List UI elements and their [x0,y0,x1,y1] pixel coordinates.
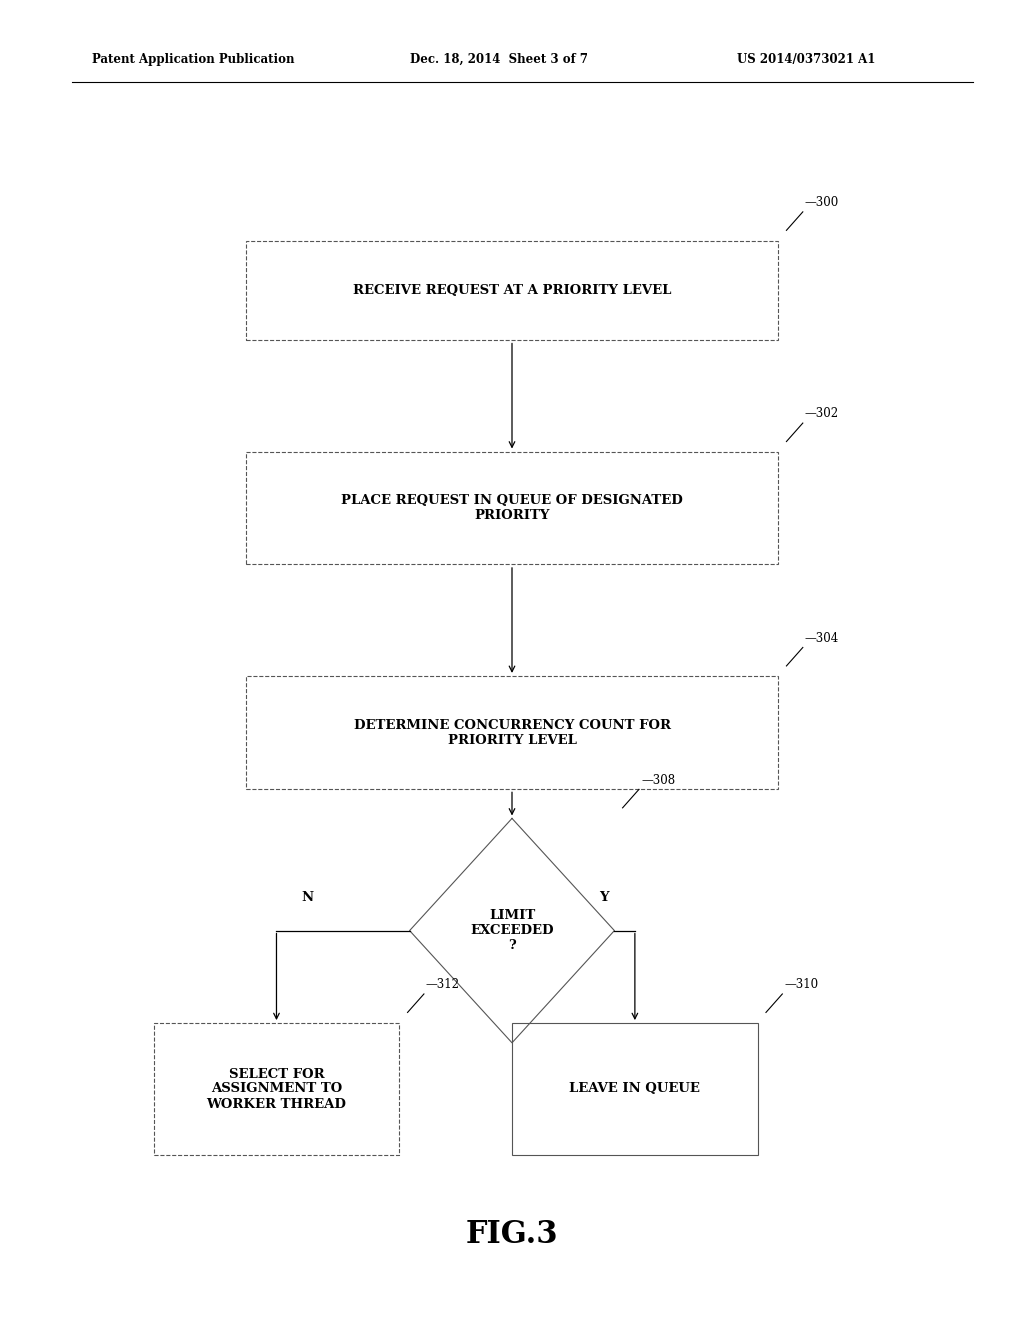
Text: LEAVE IN QUEUE: LEAVE IN QUEUE [569,1082,700,1096]
Bar [154,1023,399,1155]
Bar [246,676,778,788]
Text: —310: —310 [784,978,818,991]
Text: N: N [301,891,313,904]
Text: —300: —300 [805,197,839,209]
Bar [512,1023,758,1155]
Text: SELECT FOR
ASSIGNMENT TO
WORKER THREAD: SELECT FOR ASSIGNMENT TO WORKER THREAD [207,1068,346,1110]
Text: PLACE REQUEST IN QUEUE OF DESIGNATED
PRIORITY: PLACE REQUEST IN QUEUE OF DESIGNATED PRI… [341,494,683,523]
Text: —304: —304 [805,632,839,645]
Text: RECEIVE REQUEST AT A PRIORITY LEVEL: RECEIVE REQUEST AT A PRIORITY LEVEL [353,284,671,297]
Text: Patent Application Publication: Patent Application Publication [92,53,295,66]
Text: DETERMINE CONCURRENCY COUNT FOR
PRIORITY LEVEL: DETERMINE CONCURRENCY COUNT FOR PRIORITY… [353,718,671,747]
Text: —312: —312 [426,978,460,991]
Text: —302: —302 [805,408,839,420]
Text: FIG.3: FIG.3 [466,1218,558,1250]
Bar [246,242,778,339]
Bar [246,451,778,565]
Text: Y: Y [599,891,609,904]
Text: Dec. 18, 2014  Sheet 3 of 7: Dec. 18, 2014 Sheet 3 of 7 [410,53,588,66]
Text: LIMIT
EXCEEDED
?: LIMIT EXCEEDED ? [470,909,554,952]
Text: —308: —308 [641,774,675,787]
Text: US 2014/0373021 A1: US 2014/0373021 A1 [737,53,876,66]
